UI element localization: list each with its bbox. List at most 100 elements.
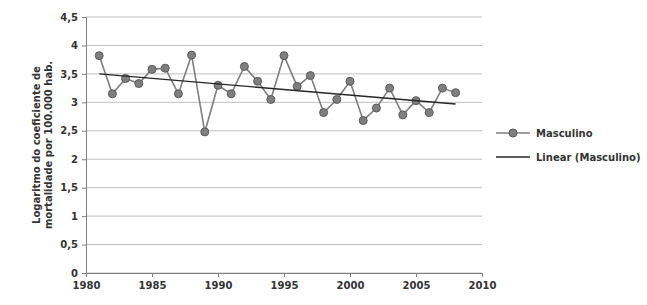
point xyxy=(372,104,380,112)
point xyxy=(254,77,262,85)
y-tick-mark xyxy=(82,273,86,274)
x-tick-label: 1980 xyxy=(73,280,101,291)
x-tick: 2000 xyxy=(337,273,365,291)
grid xyxy=(86,17,482,273)
x-axis: 1980 1985 1990 1995 2000 2005 2010 xyxy=(73,273,497,291)
y-tick-mark xyxy=(82,45,86,46)
legend-marker xyxy=(509,129,517,137)
y-tick: 3,5 xyxy=(60,69,86,80)
grid-line xyxy=(86,102,482,103)
point xyxy=(267,95,275,103)
y-axis-title-line: Logaritmo do coeficiente de xyxy=(31,66,42,224)
plot-area xyxy=(95,51,459,136)
y-tick-label: 1 xyxy=(71,211,78,222)
point xyxy=(399,111,407,119)
y-tick: 4 xyxy=(71,40,86,51)
x-tick-label: 2000 xyxy=(337,280,365,291)
point xyxy=(333,95,341,103)
point xyxy=(425,109,433,117)
y-tick-mark xyxy=(82,245,86,246)
y-tick-mark xyxy=(82,159,86,160)
grid-line xyxy=(86,45,482,46)
series-line xyxy=(99,55,455,132)
y-tick-label: 3,5 xyxy=(60,69,78,80)
y-tick-mark xyxy=(82,188,86,189)
y-tick: 1 xyxy=(71,211,86,222)
point xyxy=(240,62,248,70)
x-tick: 2010 xyxy=(469,273,497,291)
x-tick-label: 1985 xyxy=(139,280,167,291)
point xyxy=(108,90,116,98)
point xyxy=(95,52,103,60)
point xyxy=(188,51,196,59)
point xyxy=(306,72,314,80)
x-tick-mark xyxy=(152,273,153,277)
x-tick-mark xyxy=(482,273,483,277)
x-tick-mark xyxy=(218,273,219,277)
y-tick-label: 3 xyxy=(71,97,78,108)
y-tick-mark xyxy=(82,17,86,18)
y-tick-label: 0 xyxy=(71,268,78,279)
x-tick-label: 1995 xyxy=(271,280,299,291)
legend-item: Linear (Masculino) xyxy=(496,152,641,163)
y-axis: 0 0,5 1 1,5 2 2,5 3 3,5 4 4,5 xyxy=(60,12,86,279)
x-tick-mark xyxy=(86,273,87,277)
grid-line xyxy=(86,216,482,217)
y-tick: 1,5 xyxy=(60,182,86,193)
x-tick-label: 2010 xyxy=(469,280,497,291)
point xyxy=(452,89,460,97)
y-tick: 2 xyxy=(71,154,86,165)
grid-line xyxy=(86,244,482,245)
chart: 0 0,5 1 1,5 2 2,5 3 3,5 4 4,5 1980 1985 1990 1995 2000… xyxy=(0,0,647,305)
x-tick-mark xyxy=(284,273,285,277)
point xyxy=(320,109,328,117)
y-tick-label: 4 xyxy=(71,40,78,51)
y-tick-mark xyxy=(82,102,86,103)
legend-label: Masculino xyxy=(536,128,593,139)
y-tick: 2,5 xyxy=(60,125,86,136)
point xyxy=(293,82,301,90)
legend: Masculino Linear (Masculino) xyxy=(496,128,641,163)
point xyxy=(148,65,156,73)
y-tick-label: 1,5 xyxy=(60,182,78,193)
y-tick: 3 xyxy=(71,97,86,108)
grid-line xyxy=(86,130,482,131)
x-axis-line xyxy=(87,274,483,278)
y-tick-label: 0,5 xyxy=(60,239,78,250)
grid-line xyxy=(86,73,482,74)
legend-swatch xyxy=(496,156,530,158)
grid-line xyxy=(86,17,482,18)
point xyxy=(386,84,394,92)
x-tick-mark xyxy=(350,273,351,277)
point xyxy=(359,117,367,125)
x-tick: 1995 xyxy=(271,273,299,291)
grid-line xyxy=(86,159,482,160)
point xyxy=(201,128,209,136)
series-line xyxy=(99,74,455,104)
y-tick: 4,5 xyxy=(60,12,86,23)
point xyxy=(346,77,354,85)
point xyxy=(174,90,182,98)
y-axis-title-line: mortalidade por 100.000 hab. xyxy=(43,61,54,229)
point xyxy=(227,90,235,98)
x-tick: 1990 xyxy=(205,273,233,291)
y-tick: 0 xyxy=(71,268,86,279)
x-tick: 1980 xyxy=(73,273,101,291)
x-tick-label: 1990 xyxy=(205,280,233,291)
point xyxy=(161,64,169,72)
legend-item: Masculino xyxy=(496,128,593,139)
x-tick-mark xyxy=(416,273,417,277)
point xyxy=(280,52,288,60)
point xyxy=(135,80,143,88)
y-tick-mark xyxy=(82,74,86,75)
y-axis-title: Logaritmo do coeficiente demortalidade p… xyxy=(31,61,54,229)
y-axis-line xyxy=(82,18,87,274)
y-tick-mark xyxy=(82,131,86,132)
x-tick: 2005 xyxy=(403,273,431,291)
y-tick-mark xyxy=(82,216,86,217)
point xyxy=(214,81,222,89)
y-tick-label: 4,5 xyxy=(60,12,78,23)
y-tick: 0,5 xyxy=(60,239,86,250)
y-tick-label: 2 xyxy=(71,154,78,165)
x-tick-label: 2005 xyxy=(403,280,431,291)
